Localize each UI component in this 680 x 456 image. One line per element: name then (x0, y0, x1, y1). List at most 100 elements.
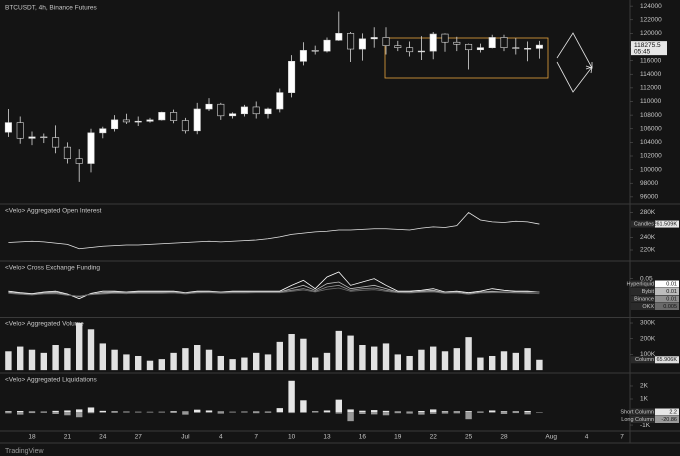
bar (335, 399, 342, 413)
candle-body (229, 113, 237, 117)
bar (64, 410, 71, 413)
bar (441, 411, 449, 413)
bar (123, 412, 130, 413)
bar (406, 411, 413, 413)
x-tick-label: 13 (323, 434, 331, 441)
bar (347, 335, 354, 371)
series-line (8, 284, 540, 297)
bar (312, 411, 319, 413)
x-tick-label: Aug (545, 434, 557, 441)
candle-body (193, 108, 201, 132)
candle-body (205, 103, 213, 110)
bar (382, 410, 390, 413)
x-tick-label: 18 (28, 434, 36, 441)
series-line (8, 271, 540, 300)
value-box (655, 295, 679, 303)
series-last-value: 261.509K (653, 222, 677, 228)
bar (52, 410, 59, 413)
candle-body (465, 43, 473, 51)
candle-body (311, 50, 319, 52)
candle-body (299, 50, 307, 62)
series-line (8, 211, 540, 250)
bar (229, 411, 236, 413)
bar (335, 412, 342, 414)
y-tick-label: 102000 (640, 153, 662, 160)
bar (477, 357, 484, 371)
y-tick-label: 300K (640, 320, 656, 327)
candle-body (4, 122, 12, 133)
panel-title: <Velo> Aggregated Volume (5, 321, 84, 328)
bar (217, 355, 224, 371)
bar (359, 412, 366, 414)
bar (253, 352, 260, 371)
bar (430, 346, 437, 371)
x-tick-label: 4 (219, 434, 223, 441)
bar (182, 412, 189, 415)
bar (453, 412, 460, 414)
projection-arrow (556, 61, 593, 93)
footer-brand: TradingView (5, 448, 44, 455)
bar (76, 323, 83, 371)
bar (323, 352, 331, 371)
bar (288, 334, 295, 371)
last-price-box (631, 41, 667, 56)
candle-body (288, 61, 296, 93)
candle-body (28, 136, 36, 139)
candle-body (382, 37, 390, 46)
bar (382, 343, 390, 371)
value-box (655, 288, 679, 295)
bar (241, 357, 248, 371)
bar (453, 348, 460, 371)
countdown: 05:45 (634, 48, 651, 55)
bar (123, 411, 130, 413)
bar (241, 412, 248, 413)
y-tick-label: 116000 (640, 57, 662, 64)
bar (477, 411, 484, 413)
bar (194, 345, 201, 371)
series-name: Candles (634, 222, 654, 228)
bar (99, 412, 106, 413)
y-tick-label: 100K (640, 351, 656, 358)
bar (264, 354, 272, 371)
bar (276, 341, 283, 371)
series-name: Long Column (621, 417, 654, 423)
series-name: Bybit (642, 289, 655, 295)
candle-body (500, 37, 508, 48)
bar (430, 409, 437, 413)
bar (406, 355, 413, 371)
bar (205, 412, 213, 413)
y-tick-label: 108000 (640, 112, 662, 119)
bar (524, 348, 531, 371)
bar (276, 408, 283, 413)
y-tick-label: 220K (640, 247, 656, 254)
candle-body (134, 120, 142, 123)
series-last-value: 2.2 (669, 409, 677, 415)
bar (394, 411, 401, 413)
value-box (655, 303, 679, 310)
x-tick-label: 25 (465, 434, 473, 441)
series-last-value: -20.86 (661, 417, 677, 423)
bar (64, 412, 71, 416)
bar (205, 349, 213, 371)
bar (158, 412, 165, 413)
y-tick-label: 280K (640, 209, 656, 216)
candle-body (524, 48, 532, 50)
bar (276, 412, 283, 413)
bar (52, 412, 59, 414)
panel-title: <Velo> Aggregated Liquidations (5, 377, 98, 384)
bar (512, 411, 519, 413)
bar (253, 412, 260, 414)
bar (359, 410, 366, 413)
x-tick-label: 27 (135, 434, 143, 441)
bar (524, 412, 531, 415)
bar (477, 412, 484, 413)
series-last-value: 65.906K (657, 357, 678, 363)
candle-body (323, 39, 331, 52)
bar (418, 349, 425, 371)
series-name: Short Column (620, 409, 654, 415)
candle-body (240, 106, 248, 115)
bar (28, 411, 36, 413)
series-name: Column (635, 357, 654, 363)
y-tick-label: 2K (640, 383, 649, 390)
